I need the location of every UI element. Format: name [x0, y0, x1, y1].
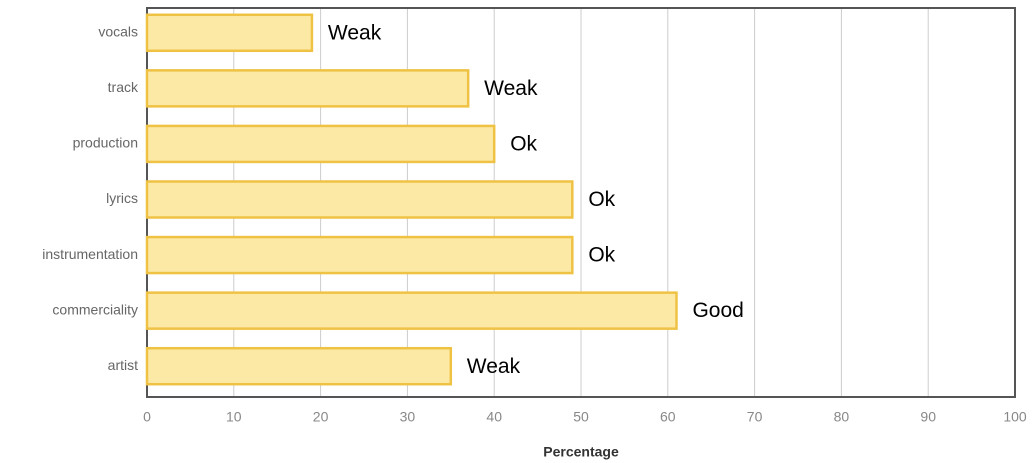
x-axis-label: Percentage — [543, 444, 619, 460]
x-tick-label: 30 — [400, 409, 416, 425]
bar-annotation: Ok — [588, 244, 615, 267]
bar — [145, 69, 470, 108]
bar — [145, 124, 496, 164]
x-tick-label: 100 — [1003, 409, 1027, 425]
x-tick-label: 20 — [313, 409, 329, 425]
y-tick-label: vocals — [98, 23, 138, 39]
x-tick-label: 60 — [660, 409, 676, 425]
bar — [145, 180, 574, 219]
x-tick-label: 10 — [226, 409, 242, 425]
y-tick-label: artist — [108, 357, 138, 373]
bar — [145, 291, 678, 330]
x-tick-label: 90 — [920, 409, 936, 425]
x-tick-label: 40 — [486, 409, 502, 425]
y-tick-label: track — [108, 79, 139, 95]
bar-annotation: Weak — [328, 21, 382, 44]
y-tick-label: commerciality — [52, 301, 138, 317]
x-tick-label: 70 — [747, 409, 763, 425]
bar-annotation: Weak — [484, 77, 538, 100]
bar — [145, 235, 574, 275]
x-tick-label: 50 — [573, 409, 589, 425]
x-tick-label: 80 — [834, 409, 850, 425]
bar-annotation: Ok — [510, 132, 537, 155]
bar-annotation: Ok — [588, 188, 615, 211]
x-tick-label: 0 — [143, 409, 151, 425]
bar-annotation: Good — [692, 299, 743, 322]
y-tick-label: lyrics — [106, 190, 138, 206]
y-tick-label: instrumentation — [42, 246, 138, 262]
bar — [145, 13, 314, 53]
y-tick-label: production — [73, 135, 138, 151]
bar-annotation: Weak — [467, 355, 521, 378]
bar — [145, 346, 453, 386]
